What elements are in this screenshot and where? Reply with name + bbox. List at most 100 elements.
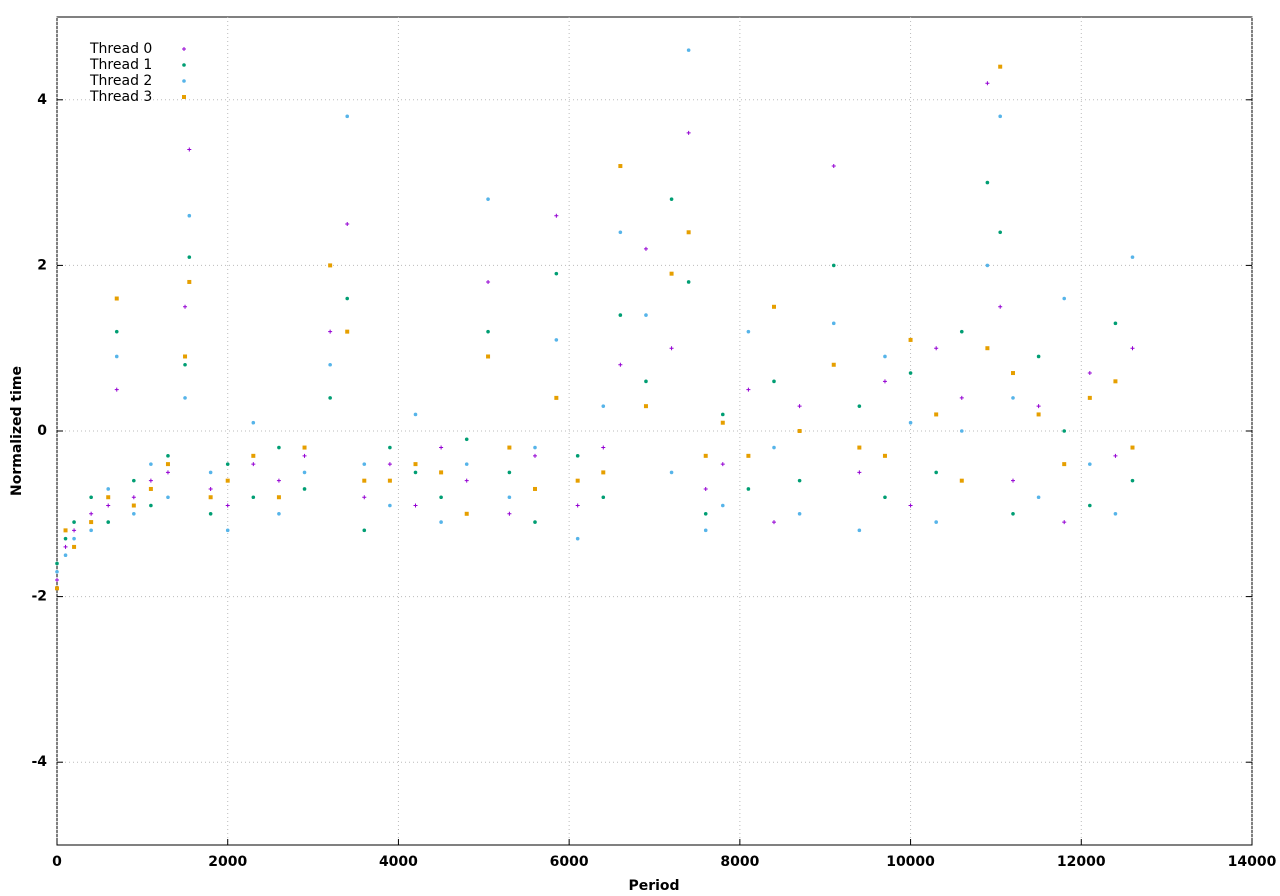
point — [703, 512, 708, 516]
point — [831, 263, 836, 268]
point — [55, 586, 59, 591]
point — [63, 544, 68, 549]
point — [388, 445, 392, 450]
point — [720, 503, 725, 508]
point — [225, 478, 230, 483]
point — [302, 445, 307, 450]
point — [225, 503, 230, 508]
point — [362, 478, 367, 483]
point — [1130, 478, 1135, 483]
point — [1011, 512, 1015, 516]
point — [618, 164, 623, 169]
point — [575, 454, 580, 458]
point — [1036, 495, 1041, 500]
point — [187, 213, 192, 218]
point — [1062, 520, 1067, 525]
y-tick-label: 2 — [37, 257, 47, 273]
point — [772, 520, 776, 525]
point — [985, 263, 990, 268]
y-tick-label: 4 — [37, 92, 47, 108]
point — [302, 470, 307, 475]
point — [345, 329, 350, 334]
point — [686, 230, 691, 235]
point — [114, 296, 119, 301]
point — [959, 329, 964, 334]
point — [797, 478, 802, 483]
point — [908, 503, 913, 508]
point — [106, 495, 111, 500]
point — [388, 503, 392, 508]
point — [55, 578, 59, 583]
point — [934, 346, 939, 351]
point — [669, 271, 674, 276]
point — [1113, 321, 1118, 326]
point — [985, 81, 990, 86]
point — [63, 528, 68, 533]
point — [187, 255, 192, 259]
point — [276, 478, 281, 483]
y-tick-label: -4 — [31, 754, 47, 770]
point — [959, 429, 964, 433]
point — [703, 486, 708, 491]
point — [486, 354, 491, 359]
point — [703, 453, 708, 458]
point — [1088, 462, 1092, 466]
point — [486, 197, 490, 201]
point — [908, 371, 913, 375]
point — [1011, 371, 1015, 376]
point — [985, 180, 990, 185]
point — [387, 462, 392, 467]
point — [328, 396, 332, 400]
point — [934, 412, 939, 417]
y-axis-label: Normalized time — [9, 366, 25, 496]
point — [998, 64, 1003, 69]
point — [1011, 396, 1015, 400]
point — [618, 313, 623, 317]
point — [251, 453, 256, 458]
point — [643, 246, 648, 251]
point — [276, 495, 281, 500]
point — [720, 420, 725, 425]
point — [720, 412, 725, 417]
point — [183, 362, 187, 367]
legend-marker — [182, 63, 186, 67]
point — [328, 329, 333, 334]
point — [533, 445, 537, 450]
point — [131, 503, 136, 508]
point — [106, 487, 111, 491]
point — [1087, 371, 1092, 376]
legend-marker — [182, 47, 186, 51]
x-axis-label: Period — [628, 878, 679, 894]
point — [772, 304, 776, 309]
point — [277, 445, 281, 450]
point — [166, 454, 170, 458]
point — [413, 470, 418, 475]
point — [55, 561, 59, 566]
point — [507, 495, 512, 500]
point — [251, 495, 256, 500]
point — [328, 362, 332, 367]
point — [225, 528, 230, 533]
point — [464, 462, 469, 466]
point — [72, 520, 76, 524]
x-tick-label: 8000 — [720, 854, 759, 870]
point — [669, 346, 674, 351]
point — [148, 478, 153, 483]
point — [345, 296, 350, 301]
point — [464, 478, 469, 483]
point — [486, 329, 490, 334]
point — [439, 520, 443, 524]
point — [908, 420, 913, 425]
point — [686, 130, 691, 135]
point — [959, 395, 964, 400]
point — [985, 346, 990, 351]
point — [149, 462, 153, 466]
point — [575, 503, 580, 508]
point — [883, 495, 887, 500]
point — [114, 354, 119, 359]
point — [1088, 503, 1092, 508]
point — [934, 470, 938, 475]
point — [533, 520, 537, 524]
point — [208, 470, 213, 475]
x-tick-label: 10000 — [886, 854, 935, 870]
